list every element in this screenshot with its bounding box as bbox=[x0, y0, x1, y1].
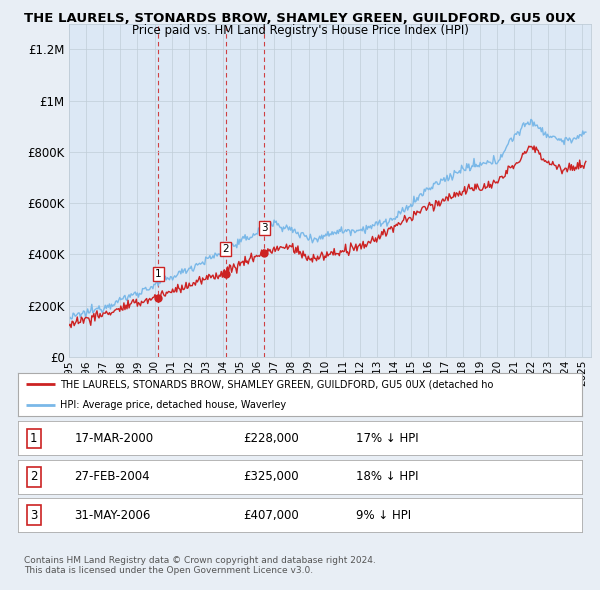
Text: 3: 3 bbox=[30, 509, 37, 522]
Text: £228,000: £228,000 bbox=[244, 432, 299, 445]
Text: 2: 2 bbox=[223, 244, 229, 254]
Text: 2: 2 bbox=[30, 470, 38, 483]
Text: £325,000: £325,000 bbox=[244, 470, 299, 483]
Text: 18% ↓ HPI: 18% ↓ HPI bbox=[356, 470, 419, 483]
Text: THE LAURELS, STONARDS BROW, SHAMLEY GREEN, GUILDFORD, GU5 0UX (detached ho: THE LAURELS, STONARDS BROW, SHAMLEY GREE… bbox=[60, 379, 494, 389]
Text: THE LAURELS, STONARDS BROW, SHAMLEY GREEN, GUILDFORD, GU5 0UX: THE LAURELS, STONARDS BROW, SHAMLEY GREE… bbox=[24, 12, 576, 25]
Text: HPI: Average price, detached house, Waverley: HPI: Average price, detached house, Wave… bbox=[60, 401, 286, 410]
Text: 31-MAY-2006: 31-MAY-2006 bbox=[74, 509, 151, 522]
Text: £407,000: £407,000 bbox=[244, 509, 299, 522]
Text: 3: 3 bbox=[261, 224, 268, 234]
Text: 27-FEB-2004: 27-FEB-2004 bbox=[74, 470, 150, 483]
Text: Price paid vs. HM Land Registry's House Price Index (HPI): Price paid vs. HM Land Registry's House … bbox=[131, 24, 469, 37]
Text: 1: 1 bbox=[155, 269, 161, 279]
Text: Contains HM Land Registry data © Crown copyright and database right 2024.
This d: Contains HM Land Registry data © Crown c… bbox=[24, 556, 376, 575]
Text: 17-MAR-2000: 17-MAR-2000 bbox=[74, 432, 154, 445]
Text: 1: 1 bbox=[30, 432, 38, 445]
Text: 9% ↓ HPI: 9% ↓ HPI bbox=[356, 509, 412, 522]
Text: 17% ↓ HPI: 17% ↓ HPI bbox=[356, 432, 419, 445]
